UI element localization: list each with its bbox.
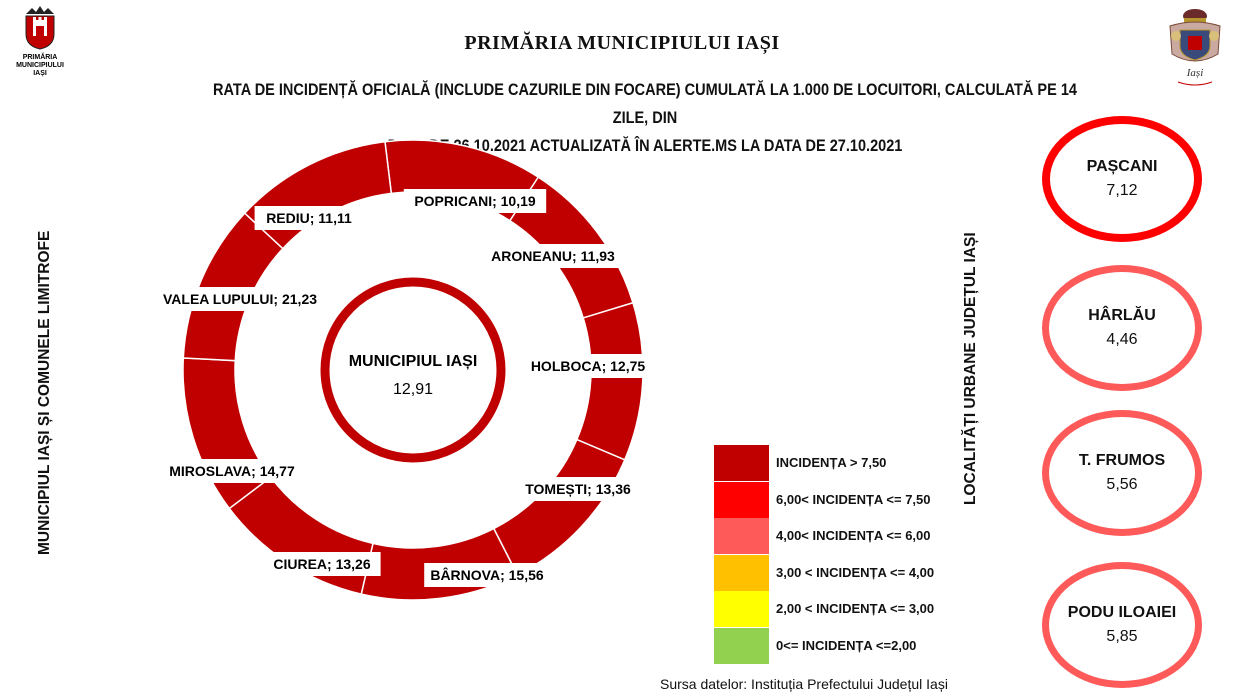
source-note: Sursa datelor: Instituția Prefectului Ju… <box>660 676 948 692</box>
urban-locality-value: 5,56 <box>1106 476 1138 493</box>
segment-label: ARONEANU; 11,93 <box>486 244 620 268</box>
segment-labels: POPRICANI; 10,19 ARONEANU; 11,93 HOLBOCA; … <box>152 189 651 587</box>
logo-text-line-2: MUNICIPIULUI <box>16 62 64 69</box>
urban-locality-value: 7,12 <box>1106 182 1138 199</box>
legend-swatch <box>714 518 769 554</box>
segment-label-box <box>263 552 381 576</box>
emblem-text: Iași <box>1186 67 1204 79</box>
segment-label-box <box>152 287 328 311</box>
urban-locality-circle: T. FRUMOS 5,56 <box>1042 410 1202 536</box>
segment-label-text: MIROSLAVA; 14,77 <box>169 463 295 479</box>
segment-label: MIROSLAVA; 14,77 <box>160 459 304 483</box>
segment-label: REDIU; 11,11 <box>254 206 364 230</box>
logo-text-line-3: IAȘI <box>33 70 47 77</box>
segment-label: BÂRNOVA; 15,56 <box>424 563 550 587</box>
coat-of-arms-icon <box>25 6 55 50</box>
legend-swatch <box>714 591 769 627</box>
urban-locality-circle: PODU ILOAIEI 5,85 <box>1042 562 1202 688</box>
legend-label: INCIDENȚA > 7,50 <box>776 455 887 470</box>
segment-label-box <box>515 477 641 501</box>
urban-locality-circle: PAȘCANI 7,12 <box>1042 116 1202 242</box>
urban-locality-value: 5,85 <box>1106 628 1138 645</box>
segment-label-text: VALEA LUPULUI; 21,23 <box>163 291 317 307</box>
segment-label: VALEA LUPULUI; 21,23 <box>152 287 328 311</box>
legend-label: 4,00< INCIDENȚA <= 6,00 <box>776 528 931 543</box>
segment-label-box <box>160 459 304 483</box>
segment-label-text: BÂRNOVA; 15,56 <box>430 566 544 583</box>
legend-label: 3,00 < INCIDENȚA <= 4,00 <box>776 564 935 580</box>
donut-segment-rediu <box>243 140 393 250</box>
subtitle-line-2: DATA DE 26.10.2021 ACTUALIZATĂ ÎN ALERTE… <box>387 137 903 155</box>
segment-label-text: POPRICANI; 10,19 <box>414 193 536 209</box>
legend-label: 0<= INCIDENȚA <=2,00 <box>776 637 917 653</box>
subtitle-line-1: RATA DE INCIDENȚĂ OFICIALĂ (INCLUDE CAZU… <box>213 81 1077 127</box>
segment-label-text: CIUREA; 13,26 <box>273 556 370 572</box>
urban-locality-name: T. FRUMOS <box>1078 452 1166 469</box>
center-value-label: 12,91 <box>393 381 433 398</box>
donut-segment-holboca <box>575 301 644 461</box>
donut-segment-ciurea <box>228 476 374 596</box>
legend-label: 6,00< INCIDENȚA <= 7,50 <box>776 491 931 507</box>
segment-label: POPRICANI; 10,19 <box>403 189 547 213</box>
segment-label-text: REDIU; 11,11 <box>266 210 352 226</box>
center-ring <box>320 277 506 463</box>
segment-label-box <box>525 354 651 378</box>
urban-locality-name: HÂRLĂU <box>1088 307 1156 324</box>
urban-locality-circle: HÂRLĂU 4,46 <box>1042 265 1202 391</box>
segment-label-box <box>486 244 620 268</box>
segment-label-box <box>254 206 364 230</box>
legend-swatch <box>714 554 769 591</box>
donut-segment-miroslava <box>182 357 272 510</box>
center-name-label: MUNICIPIUL IAȘI <box>349 353 478 370</box>
segment-label: CIUREA; 13,26 <box>263 552 381 576</box>
segment-label-text: HOLBOCA; 12,75 <box>531 358 646 374</box>
legend-label: 2,00 < INCIDENȚA <= 3,00 <box>776 601 935 616</box>
legend-swatch <box>714 445 769 481</box>
city-emblem-logo: Iași <box>1169 9 1221 86</box>
urban-locality-name: PAȘCANI <box>1086 158 1158 175</box>
segment-label: HOLBOCA; 12,75 <box>525 354 651 378</box>
donut-segment-tome-ti <box>492 438 626 576</box>
segment-label-box <box>403 189 547 213</box>
urban-locality-value: 4,46 <box>1106 331 1138 348</box>
legend-swatch <box>714 481 769 518</box>
urban-locality-name: PODU ILOAIEI <box>1067 604 1177 621</box>
segment-label-text: ARONEANU; 11,93 <box>491 248 615 264</box>
segment-label: TOMEȘTI; 13,36 <box>515 477 641 501</box>
page-subtitle: RATA DE INCIDENȚĂ OFICIALĂ (INCLUDE CAZU… <box>209 76 1080 160</box>
logo-text-line-1: PRIMĂRIA <box>22 54 58 61</box>
municipality-logo: PRIMĂRIA MUNICIPIULUI IAȘI <box>10 4 70 78</box>
legend-swatch <box>714 627 769 664</box>
page-title: PRIMĂRIA MUNICIPIULUI IAȘI <box>464 32 780 54</box>
segment-label-text: TOMEȘTI; 13,36 <box>525 481 631 497</box>
segment-label-box <box>424 563 550 587</box>
